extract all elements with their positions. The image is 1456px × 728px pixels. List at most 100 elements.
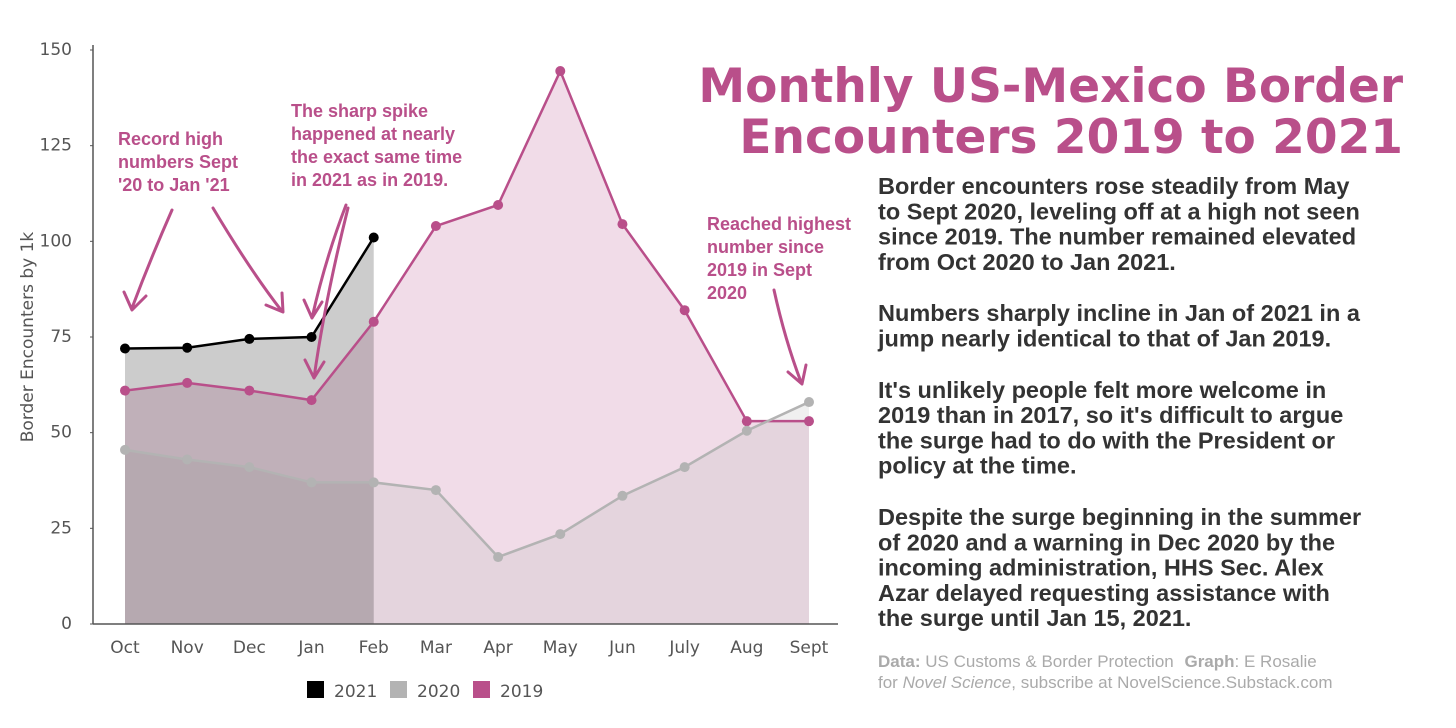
y-tick-label: 25 — [50, 518, 72, 538]
paragraph-line: Despite the surge beginning in the summe… — [878, 504, 1361, 530]
point — [306, 395, 317, 406]
legend-swatch — [390, 681, 407, 698]
y-tick-label: 75 — [50, 327, 72, 347]
arrow — [211, 206, 285, 314]
point — [804, 397, 814, 408]
source: for Novel Science, subscribe at NovelSci… — [878, 673, 1333, 692]
source-text: for — [878, 673, 898, 692]
y-tick-label: 50 — [50, 423, 72, 443]
area — [125, 237, 374, 625]
source-text: : E Rosalie — [1235, 652, 1317, 671]
annotation: the exact same time — [291, 147, 462, 167]
annotation: Reached highest — [707, 214, 851, 234]
paragraph-line: Numbers sharply incline in Jan of 2021 i… — [878, 300, 1361, 326]
annotation: in 2021 as in 2019. — [291, 170, 448, 190]
point — [555, 529, 566, 540]
point — [244, 462, 255, 473]
point — [244, 333, 255, 344]
area — [125, 71, 809, 624]
point — [368, 316, 379, 327]
point — [804, 416, 814, 427]
point — [493, 552, 504, 563]
paragraph-line: policy at the time. — [878, 453, 1077, 479]
x-tick-label: Jun — [608, 638, 636, 658]
legend-swatch — [307, 681, 324, 698]
point — [306, 332, 317, 342]
x-tick-label: Apr — [483, 638, 512, 658]
arrow — [302, 203, 348, 320]
annotation: The sharp spike — [291, 101, 428, 121]
x-tick-label: Aug — [730, 638, 763, 658]
legend-swatch — [473, 681, 490, 698]
annotation: 2019 in Sept — [707, 260, 812, 280]
legend-label: 2021 — [334, 682, 377, 702]
point — [182, 342, 193, 353]
x-tick-label: Oct — [110, 638, 140, 658]
y-tick-label: 125 — [40, 136, 72, 156]
title: Encounters 2019 to 2021 — [739, 110, 1403, 165]
x-tick-label: Jan — [297, 638, 324, 658]
paragraph-line: jump nearly identical to that of Jan 201… — [877, 326, 1331, 352]
point — [306, 477, 317, 488]
annotation: 2020 — [707, 283, 747, 303]
annotation: Record high — [118, 129, 223, 149]
x-tick-label: July — [668, 638, 700, 658]
y-tick-label: 0 — [61, 614, 72, 634]
arrows — [122, 203, 808, 386]
arrow — [772, 288, 808, 386]
arrow — [122, 208, 174, 312]
x-tick-label: May — [543, 638, 578, 658]
point — [617, 219, 628, 230]
annotation: numbers Sept — [118, 152, 238, 172]
point — [493, 199, 504, 210]
x-tick-label: Feb — [359, 638, 389, 658]
source-text: , subscribe at NovelScience.Substack.com — [1011, 673, 1332, 692]
point — [741, 425, 752, 436]
source-text: Graph — [1184, 652, 1234, 671]
area — [125, 402, 809, 624]
source-text: Data: — [878, 652, 921, 671]
paragraph-line: to Sept 2020, leveling off at a high not… — [878, 198, 1360, 224]
line — [124, 400, 810, 559]
point — [120, 343, 130, 354]
y-tick-label: 100 — [40, 231, 72, 251]
x-tick-label: Nov — [171, 638, 204, 658]
line — [124, 67, 809, 423]
paragraph-line: 2019 than in 2017, so it's difficult to … — [878, 402, 1343, 428]
point — [120, 444, 130, 455]
point — [679, 305, 690, 316]
source-text: US Customs & Border Protection — [925, 652, 1173, 671]
point — [368, 477, 379, 488]
paragraph-line: from Oct 2020 to Jan 2021. — [878, 249, 1176, 275]
source: Data: US Customs & Border Protection Gra… — [878, 652, 1317, 671]
legend-label: 2020 — [417, 682, 460, 702]
x-tick-label: Mar — [420, 638, 452, 658]
legend-label: 2019 — [500, 682, 543, 702]
point — [182, 377, 193, 388]
x-tick-label: Dec — [233, 638, 266, 658]
title: Monthly US-Mexico Border — [698, 59, 1403, 114]
annotation: '20 to Jan '21 — [118, 175, 230, 195]
annotation: number since — [707, 237, 824, 257]
point — [555, 66, 566, 77]
point — [244, 385, 255, 396]
point — [182, 454, 193, 465]
point — [679, 462, 690, 473]
paragraph-line: Azar delayed requesting assistance with — [878, 580, 1330, 606]
paragraph-line: the surge had to do with the President o… — [878, 427, 1335, 453]
point — [368, 232, 379, 243]
point — [430, 485, 441, 496]
source-text: Novel Science — [903, 673, 1012, 692]
paragraph-line: It's unlikely people felt more welcome i… — [878, 377, 1326, 403]
point — [741, 416, 752, 427]
paragraph-line: of 2020 and a warning in Dec 2020 by the — [878, 529, 1335, 555]
y-axis-label: Border Encounters by 1k — [18, 232, 38, 443]
point — [430, 221, 441, 232]
paragraph-line: since 2019. The number remained elevated — [878, 224, 1356, 250]
paragraph-line: the surge until Jan 15, 2021. — [878, 605, 1191, 631]
paragraph-line: Border encounters rose steadily from May — [878, 173, 1349, 199]
y-tick-label: 150 — [40, 40, 72, 60]
paragraph-line: incoming administration, HHS Sec. Alex — [878, 555, 1324, 581]
x-tick-label: Sept — [790, 638, 829, 658]
